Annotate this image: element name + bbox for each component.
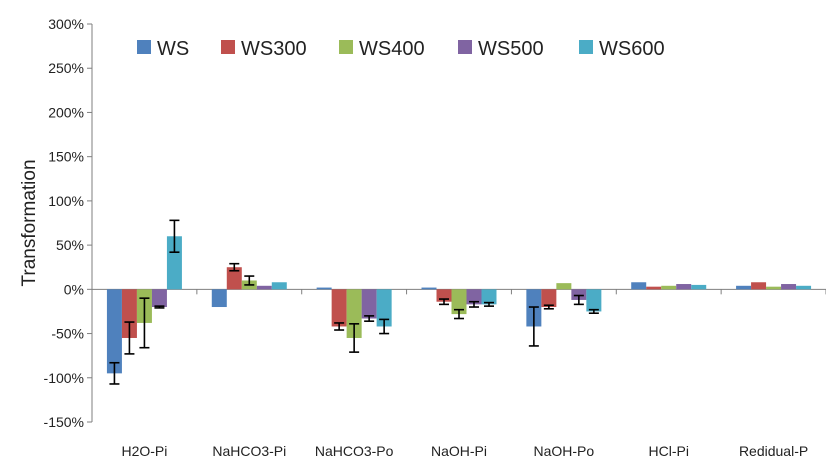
bar (466, 289, 482, 305)
y-tick-label: 0% (64, 281, 84, 297)
legend-label: WS500 (478, 38, 544, 60)
bar (151, 289, 167, 308)
bar (166, 236, 182, 290)
bar (661, 285, 677, 290)
legend-label: WS300 (241, 38, 307, 60)
bar (781, 284, 797, 290)
y-tick-label: 250% (48, 60, 84, 76)
bar (691, 284, 707, 290)
bar (796, 285, 812, 290)
legend-label: WS400 (359, 38, 425, 60)
y-tick-label: -50% (51, 326, 84, 342)
bar (571, 289, 587, 300)
bar (331, 289, 347, 327)
bar (766, 286, 782, 290)
x-tick-label: H2O-Pi (121, 443, 167, 459)
y-tick-label: -150% (44, 414, 84, 430)
legend-label: WS600 (599, 38, 665, 60)
legend-swatch (579, 40, 593, 54)
bar (676, 284, 692, 290)
y-tick-label: 100% (48, 193, 84, 209)
bar (106, 289, 122, 374)
bar (211, 289, 227, 308)
bar (631, 282, 647, 290)
bar (541, 289, 557, 308)
bar (421, 287, 437, 290)
legend-swatch (221, 40, 235, 54)
x-tick-label: Redidual-P (739, 443, 808, 459)
x-tick-label: NaHCO3-Po (315, 443, 394, 459)
bar (316, 287, 332, 290)
y-axis-title: Transformation (19, 159, 40, 286)
y-tick-label: 50% (56, 237, 84, 253)
bar (751, 282, 767, 290)
x-tick-label: NaHCO3-Pi (212, 443, 286, 459)
y-tick-label: 150% (48, 149, 84, 165)
bar (226, 267, 242, 290)
y-tick-label: 300% (48, 16, 84, 32)
x-tick-label: NaOH-Pi (431, 443, 487, 459)
bar (256, 285, 272, 290)
bar (376, 289, 392, 327)
bar (346, 289, 362, 338)
bar (586, 289, 602, 312)
bar (736, 285, 752, 290)
y-tick-label: -100% (44, 370, 84, 386)
bar (451, 289, 467, 315)
bar (121, 289, 137, 338)
x-tick-label: NaOH-Po (534, 443, 595, 459)
bar (271, 282, 287, 290)
legend-swatch (339, 40, 353, 54)
legend-swatch (137, 40, 151, 54)
bar (361, 289, 377, 319)
legend-swatch (458, 40, 472, 54)
y-tick-label: 200% (48, 104, 84, 120)
bar (481, 289, 497, 305)
legend-label: WS (157, 38, 189, 60)
bar (556, 283, 572, 290)
x-tick-label: HCl-Pi (648, 443, 688, 459)
bar (646, 286, 662, 290)
